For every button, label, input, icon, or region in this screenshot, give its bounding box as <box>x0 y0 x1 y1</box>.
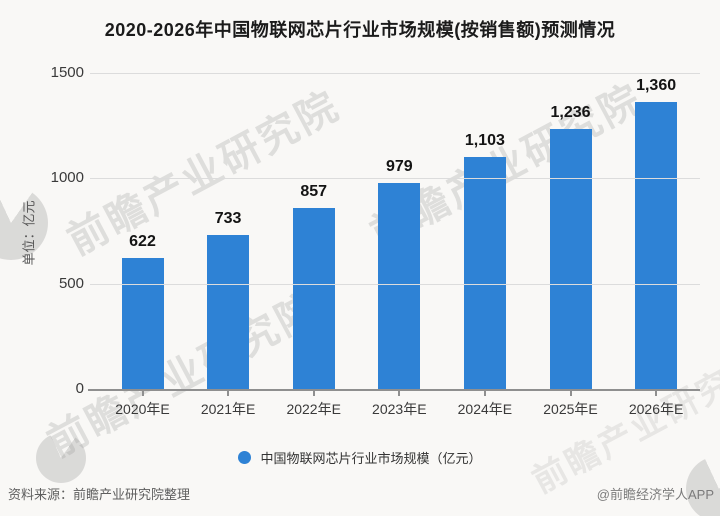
bar-2024年E <box>463 157 506 389</box>
legend: 中国物联网芯片行业市场规模（亿元） <box>0 448 720 467</box>
x-axis-tick <box>569 391 572 396</box>
plot-area: 622 2020年E 733 2021年E 857 2022年E 979 2023年E 1,10… <box>88 73 700 417</box>
bar-2023年E <box>378 183 421 389</box>
bar-value-label: 857 <box>300 183 328 200</box>
y-axis-unit-label: 单位：亿元 <box>21 200 37 266</box>
x-axis-label: 2020年E <box>115 401 170 417</box>
credit-note: @前瞻经济学人APP <box>596 487 714 502</box>
bar-2021年E <box>207 235 250 389</box>
x-axis-label: 2025年E <box>543 401 598 417</box>
gridline-1000 <box>90 178 700 179</box>
bar-2026年E <box>635 102 678 389</box>
gridline-1500 <box>90 73 700 74</box>
bar-2025年E <box>549 129 592 389</box>
bar-value-label: 979 <box>385 158 413 175</box>
y-axis-label-1500: 1500 <box>50 64 84 81</box>
x-axis-label: 2022年E <box>286 401 341 417</box>
legend-series-dot-icon <box>238 451 252 464</box>
y-axis-label-500: 500 <box>58 275 84 292</box>
chart-title: 2020-2026年中国物联网芯片行业市场规模(按销售额)预测情况 <box>104 20 616 40</box>
x-axis-tick <box>227 391 230 396</box>
x-axis-tick <box>141 391 144 396</box>
y-axis-label-0: 0 <box>75 380 84 397</box>
bar-value-label: 1,360 <box>636 77 677 94</box>
x-axis-tick <box>655 391 658 396</box>
bar-2022年E <box>292 208 335 389</box>
bar-value-label: 1,103 <box>464 132 505 149</box>
legend-series-label: 中国物联网芯片行业市场规模（亿元） <box>260 451 482 466</box>
x-axis-tick <box>398 391 401 396</box>
bar-value-label: 1,236 <box>550 104 591 121</box>
x-axis-line <box>88 389 700 391</box>
x-axis-label: 2024年E <box>457 401 513 417</box>
y-axis-label-1000: 1000 <box>50 169 84 186</box>
bar-2020年E <box>121 258 164 389</box>
bar-value-label: 622 <box>129 233 156 250</box>
x-axis-label: 2023年E <box>372 401 427 417</box>
gridline-500 <box>90 284 700 285</box>
x-axis-tick <box>312 391 315 396</box>
x-axis-label: 2026年E <box>628 401 684 417</box>
bar-value-label: 733 <box>214 210 242 227</box>
x-axis-label: 2021年E <box>200 401 256 417</box>
x-axis-tick <box>483 391 486 396</box>
data-source-note: 资料来源：前瞻产业研究院整理 <box>8 487 191 502</box>
